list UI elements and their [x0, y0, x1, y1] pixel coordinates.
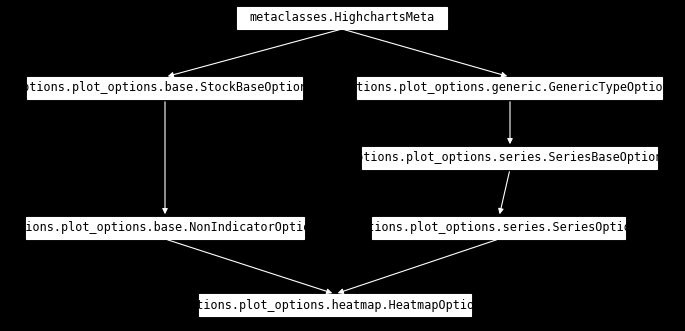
Text: metaclasses.HighchartsMeta: metaclasses.HighchartsMeta — [249, 12, 434, 24]
FancyBboxPatch shape — [237, 7, 447, 29]
FancyBboxPatch shape — [26, 217, 304, 239]
FancyBboxPatch shape — [362, 147, 658, 169]
Text: options.plot_options.base.StockBaseOptions: options.plot_options.base.StockBaseOptio… — [15, 81, 314, 94]
FancyBboxPatch shape — [199, 294, 471, 316]
Text: options.plot_options.base.NonIndicatorOptions: options.plot_options.base.NonIndicatorOp… — [5, 221, 325, 234]
Text: options.plot_options.series.SeriesBaseOptions: options.plot_options.series.SeriesBaseOp… — [349, 152, 671, 165]
Text: options.plot_options.heatmap.HeatmapOptions: options.plot_options.heatmap.HeatmapOpti… — [182, 299, 488, 311]
Text: options.plot_options.generic.GenericTypeOptions: options.plot_options.generic.GenericType… — [342, 81, 677, 94]
FancyBboxPatch shape — [358, 77, 662, 99]
FancyBboxPatch shape — [373, 217, 625, 239]
FancyBboxPatch shape — [27, 77, 303, 99]
Text: options.plot_options.series.SeriesOptions: options.plot_options.series.SeriesOption… — [353, 221, 645, 234]
